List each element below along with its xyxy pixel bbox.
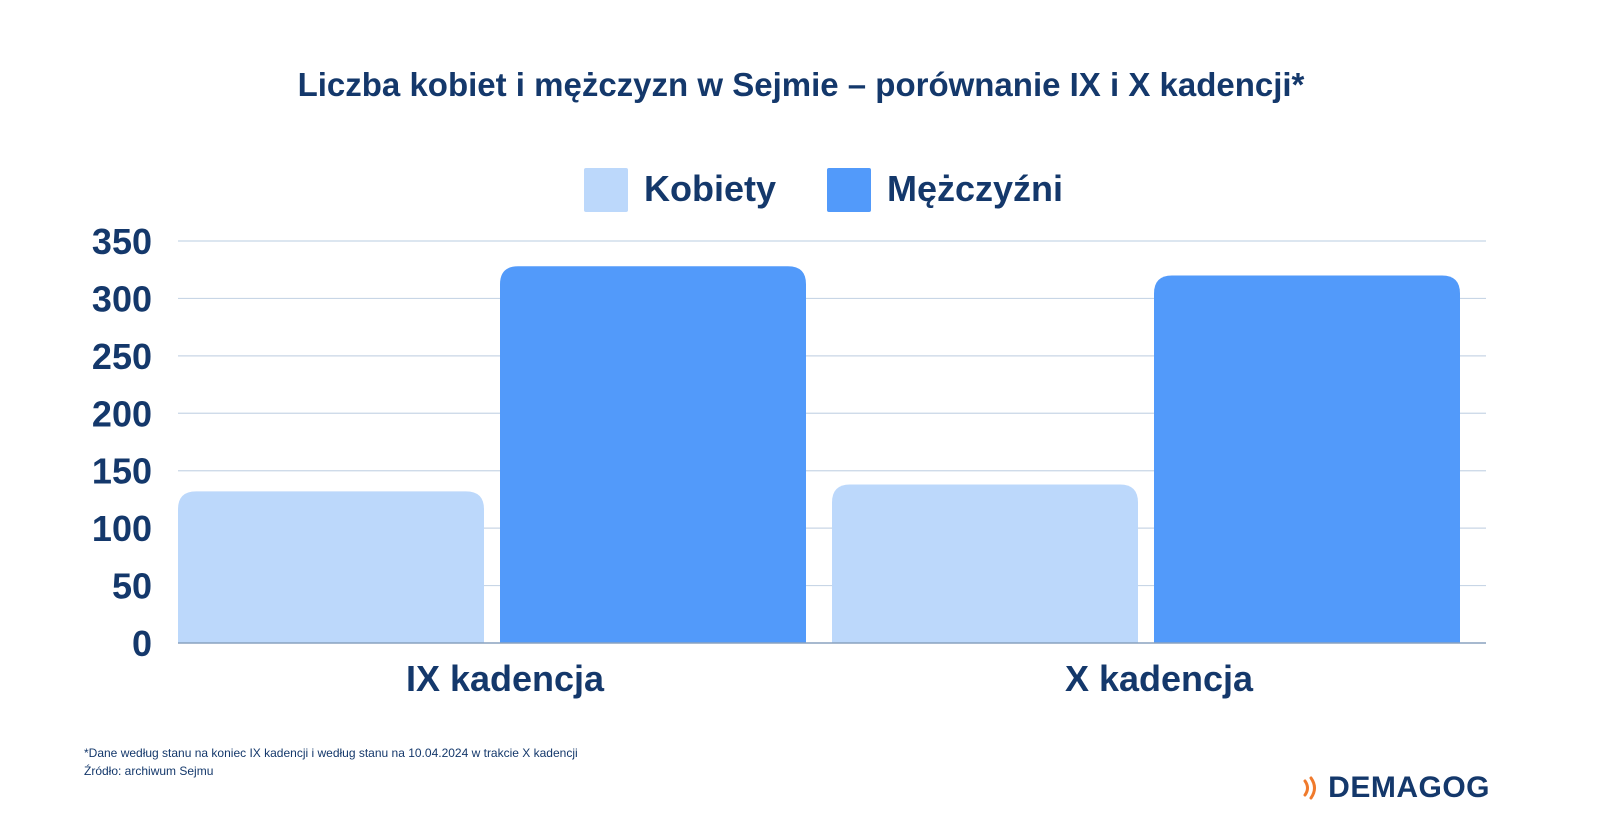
y-tick-label: 50 (112, 566, 152, 607)
y-axis-ticks: 0 50 100 150 200 250 300 350 (92, 221, 152, 664)
y-tick-label: 100 (92, 508, 152, 549)
y-tick-label: 350 (92, 221, 152, 262)
source-note: Źródło: archiwum Sejmu (84, 764, 214, 778)
chart-title: Liczba kobiet i mężczyzn w Sejmie – poró… (298, 66, 1305, 103)
y-tick-label: 0 (132, 623, 152, 664)
bar-mężczyźni-2 (1154, 275, 1460, 643)
y-tick-label: 150 (92, 451, 152, 492)
demagog-logo: DEMAGOG (1302, 771, 1490, 804)
legend-swatch (827, 168, 871, 212)
x-category-label: X kadencja (1065, 658, 1254, 699)
legend-swatch (584, 168, 628, 212)
x-axis-labels: IX kadencja X kadencja (406, 658, 1254, 699)
footnote: *Dane według stanu na koniec IX kadencji… (84, 746, 578, 760)
y-tick-label: 300 (92, 278, 152, 319)
bars (178, 266, 1460, 643)
y-tick-label: 250 (92, 336, 152, 377)
y-tick-label: 200 (92, 393, 152, 434)
bar-kobiety-1 (178, 491, 484, 643)
signal-waves-icon (1303, 776, 1317, 800)
legend-label: Kobiety (644, 168, 776, 209)
bar-mężczyźni-1 (500, 266, 806, 643)
legend: Kobiety Mężczyźni (584, 168, 1063, 212)
bar-kobiety-2 (832, 484, 1138, 643)
logo-text: DEMAGOG (1328, 771, 1490, 804)
legend-label: Mężczyźni (887, 168, 1063, 209)
x-category-label: IX kadencja (406, 658, 605, 699)
